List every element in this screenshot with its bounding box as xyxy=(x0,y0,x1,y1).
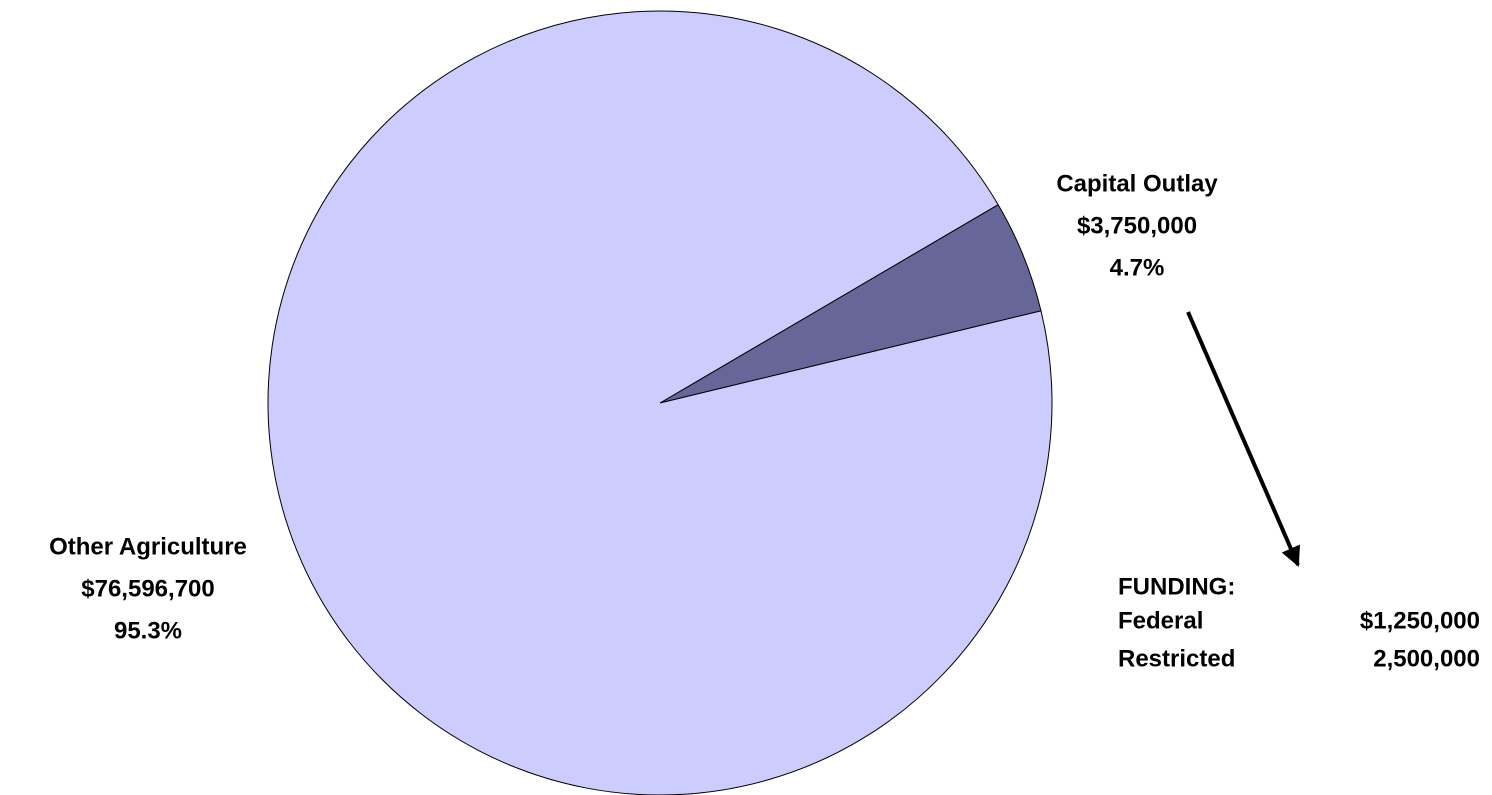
arrow xyxy=(1186,311,1300,567)
slice-label: Capital Outlay xyxy=(1056,170,1218,197)
annotation-name: Restricted xyxy=(1118,645,1235,672)
annotation-title: FUNDING: xyxy=(1118,573,1235,600)
slice-percent-label: 4.7% xyxy=(1110,254,1165,281)
annotation-name: Federal xyxy=(1118,607,1203,634)
slice-percent-label: 95.3% xyxy=(114,617,182,644)
slice-value-label: $76,596,700 xyxy=(81,575,214,602)
pie-slice xyxy=(267,10,1053,795)
slice-value-label: $3,750,000 xyxy=(1077,212,1197,239)
annotation-value: 2,500,000 xyxy=(1373,645,1480,672)
annotation-value: $1,250,000 xyxy=(1360,607,1480,634)
slice-label: Other Agriculture xyxy=(49,533,247,560)
